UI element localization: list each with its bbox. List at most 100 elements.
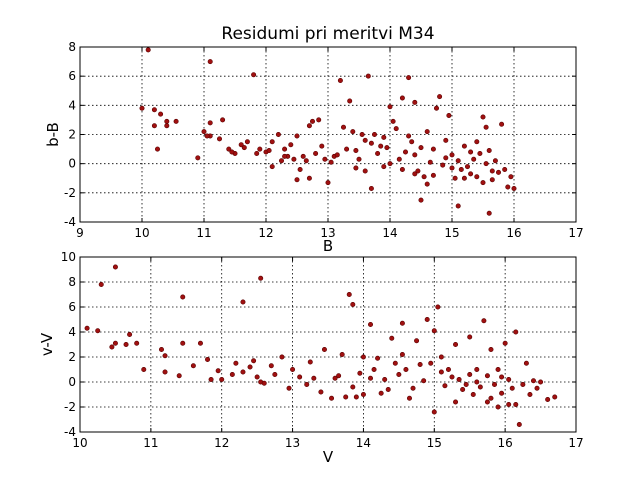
bottom-x-tick-label: 14	[356, 436, 371, 450]
top-tick-labels: 9 10 11 12 13 14 15 16 17 -4 -2 0 2 4 6 8	[64, 40, 584, 240]
top-data-point	[328, 159, 334, 165]
top-data-point	[381, 164, 387, 170]
bottom-data-point	[417, 361, 423, 367]
bottom-data-point	[158, 346, 164, 352]
top-data-point	[402, 149, 408, 155]
bottom-data-point	[247, 364, 253, 370]
top-data-point	[489, 168, 495, 174]
top-data-point	[511, 185, 517, 191]
bottom-y-tick-label: 6	[68, 300, 76, 314]
top-data-point	[145, 47, 151, 53]
top-data-point	[409, 139, 415, 145]
bottom-data-point	[304, 381, 310, 387]
top-data-point	[384, 145, 390, 151]
top-data-point	[430, 146, 436, 152]
top-data-point	[421, 174, 427, 180]
top-data-point	[393, 126, 399, 132]
bottom-data-point	[495, 404, 501, 410]
bottom-data-point	[346, 291, 352, 297]
bottom-data-point	[442, 383, 448, 389]
top-data-point	[347, 98, 353, 104]
bottom-data-point	[261, 380, 267, 386]
top-data-point	[217, 136, 223, 142]
bottom-data-point	[424, 316, 430, 322]
bottom-data-point	[530, 378, 536, 384]
bottom-data-point	[268, 363, 274, 369]
bottom-data-point	[375, 355, 381, 361]
top-data-point	[455, 203, 461, 209]
top-y-tick-label: 8	[68, 40, 76, 54]
top-data-point	[362, 168, 368, 174]
top-data-point	[480, 114, 486, 120]
bottom-data-point	[520, 381, 526, 387]
bottom-data-point	[527, 391, 533, 397]
bottom-data-point	[431, 409, 437, 415]
bottom-data-point	[258, 275, 264, 281]
bottom-data-point	[382, 376, 388, 382]
top-data-point	[139, 105, 145, 111]
bottom-data-point	[112, 264, 118, 270]
bottom-data-point	[368, 375, 374, 381]
bottom-y-tick-label: -4	[64, 425, 76, 439]
top-data-point	[406, 75, 412, 81]
top-y-axis-label: b-B	[44, 122, 62, 147]
top-x-axis-label: B	[323, 237, 333, 255]
top-data-point	[424, 181, 430, 187]
top-data-point	[195, 155, 201, 161]
bottom-data-point	[406, 395, 412, 401]
bottom-data-point	[141, 366, 147, 372]
bottom-data-point	[449, 374, 455, 380]
top-data-point	[461, 143, 467, 149]
bottom-data-point	[552, 394, 558, 400]
top-data-point	[322, 156, 328, 162]
bottom-data-point	[180, 294, 186, 300]
bottom-data-point	[286, 385, 292, 391]
bottom-data-point	[197, 340, 203, 346]
bottom-data-point	[109, 344, 115, 350]
top-data-point	[508, 174, 514, 180]
top-data-point	[297, 167, 303, 173]
bottom-data-point	[205, 356, 211, 362]
bottom-data-point	[499, 390, 505, 396]
top-data-point	[480, 180, 486, 186]
top-data-point	[356, 156, 362, 162]
bottom-data-point	[488, 346, 494, 352]
bottom-data-point	[438, 354, 444, 360]
bottom-data-point	[254, 374, 260, 380]
top-data-point	[412, 152, 418, 158]
top-y-tick-label: -2	[64, 186, 76, 200]
top-data-point	[303, 158, 309, 164]
top-data-point	[282, 153, 288, 159]
top-data-point	[207, 59, 213, 65]
top-data-point	[375, 150, 381, 156]
bottom-data-point	[378, 390, 384, 396]
bottom-data-point	[350, 301, 356, 307]
top-data-point	[464, 164, 470, 170]
top-data-point	[433, 105, 439, 111]
top-data-point	[207, 120, 213, 126]
bottom-data-point	[467, 334, 473, 340]
top-y-tick-label: 6	[68, 69, 76, 83]
bottom-y-tick-label: 8	[68, 275, 76, 289]
top-data-point	[489, 177, 495, 183]
top-data-point	[495, 169, 501, 175]
top-data-point	[269, 164, 275, 170]
bottom-data-point	[445, 366, 451, 372]
bottom-data-point	[509, 385, 515, 391]
bottom-data-point	[484, 399, 490, 405]
bottom-data-point	[410, 385, 416, 391]
top-data-point	[151, 107, 157, 113]
top-x-tick-label: 13	[320, 226, 335, 240]
top-data-point	[244, 139, 250, 145]
bottom-data-point	[414, 338, 420, 344]
bottom-data-point	[321, 346, 327, 352]
top-data-point	[353, 148, 359, 154]
top-data-point	[226, 146, 232, 152]
bottom-data-point	[399, 351, 405, 357]
top-data-point	[492, 158, 498, 164]
bottom-data-point	[474, 366, 480, 372]
bottom-data-point	[240, 369, 246, 375]
bottom-data-point	[329, 395, 335, 401]
top-data-point	[418, 197, 424, 203]
top-data-point	[220, 117, 226, 123]
